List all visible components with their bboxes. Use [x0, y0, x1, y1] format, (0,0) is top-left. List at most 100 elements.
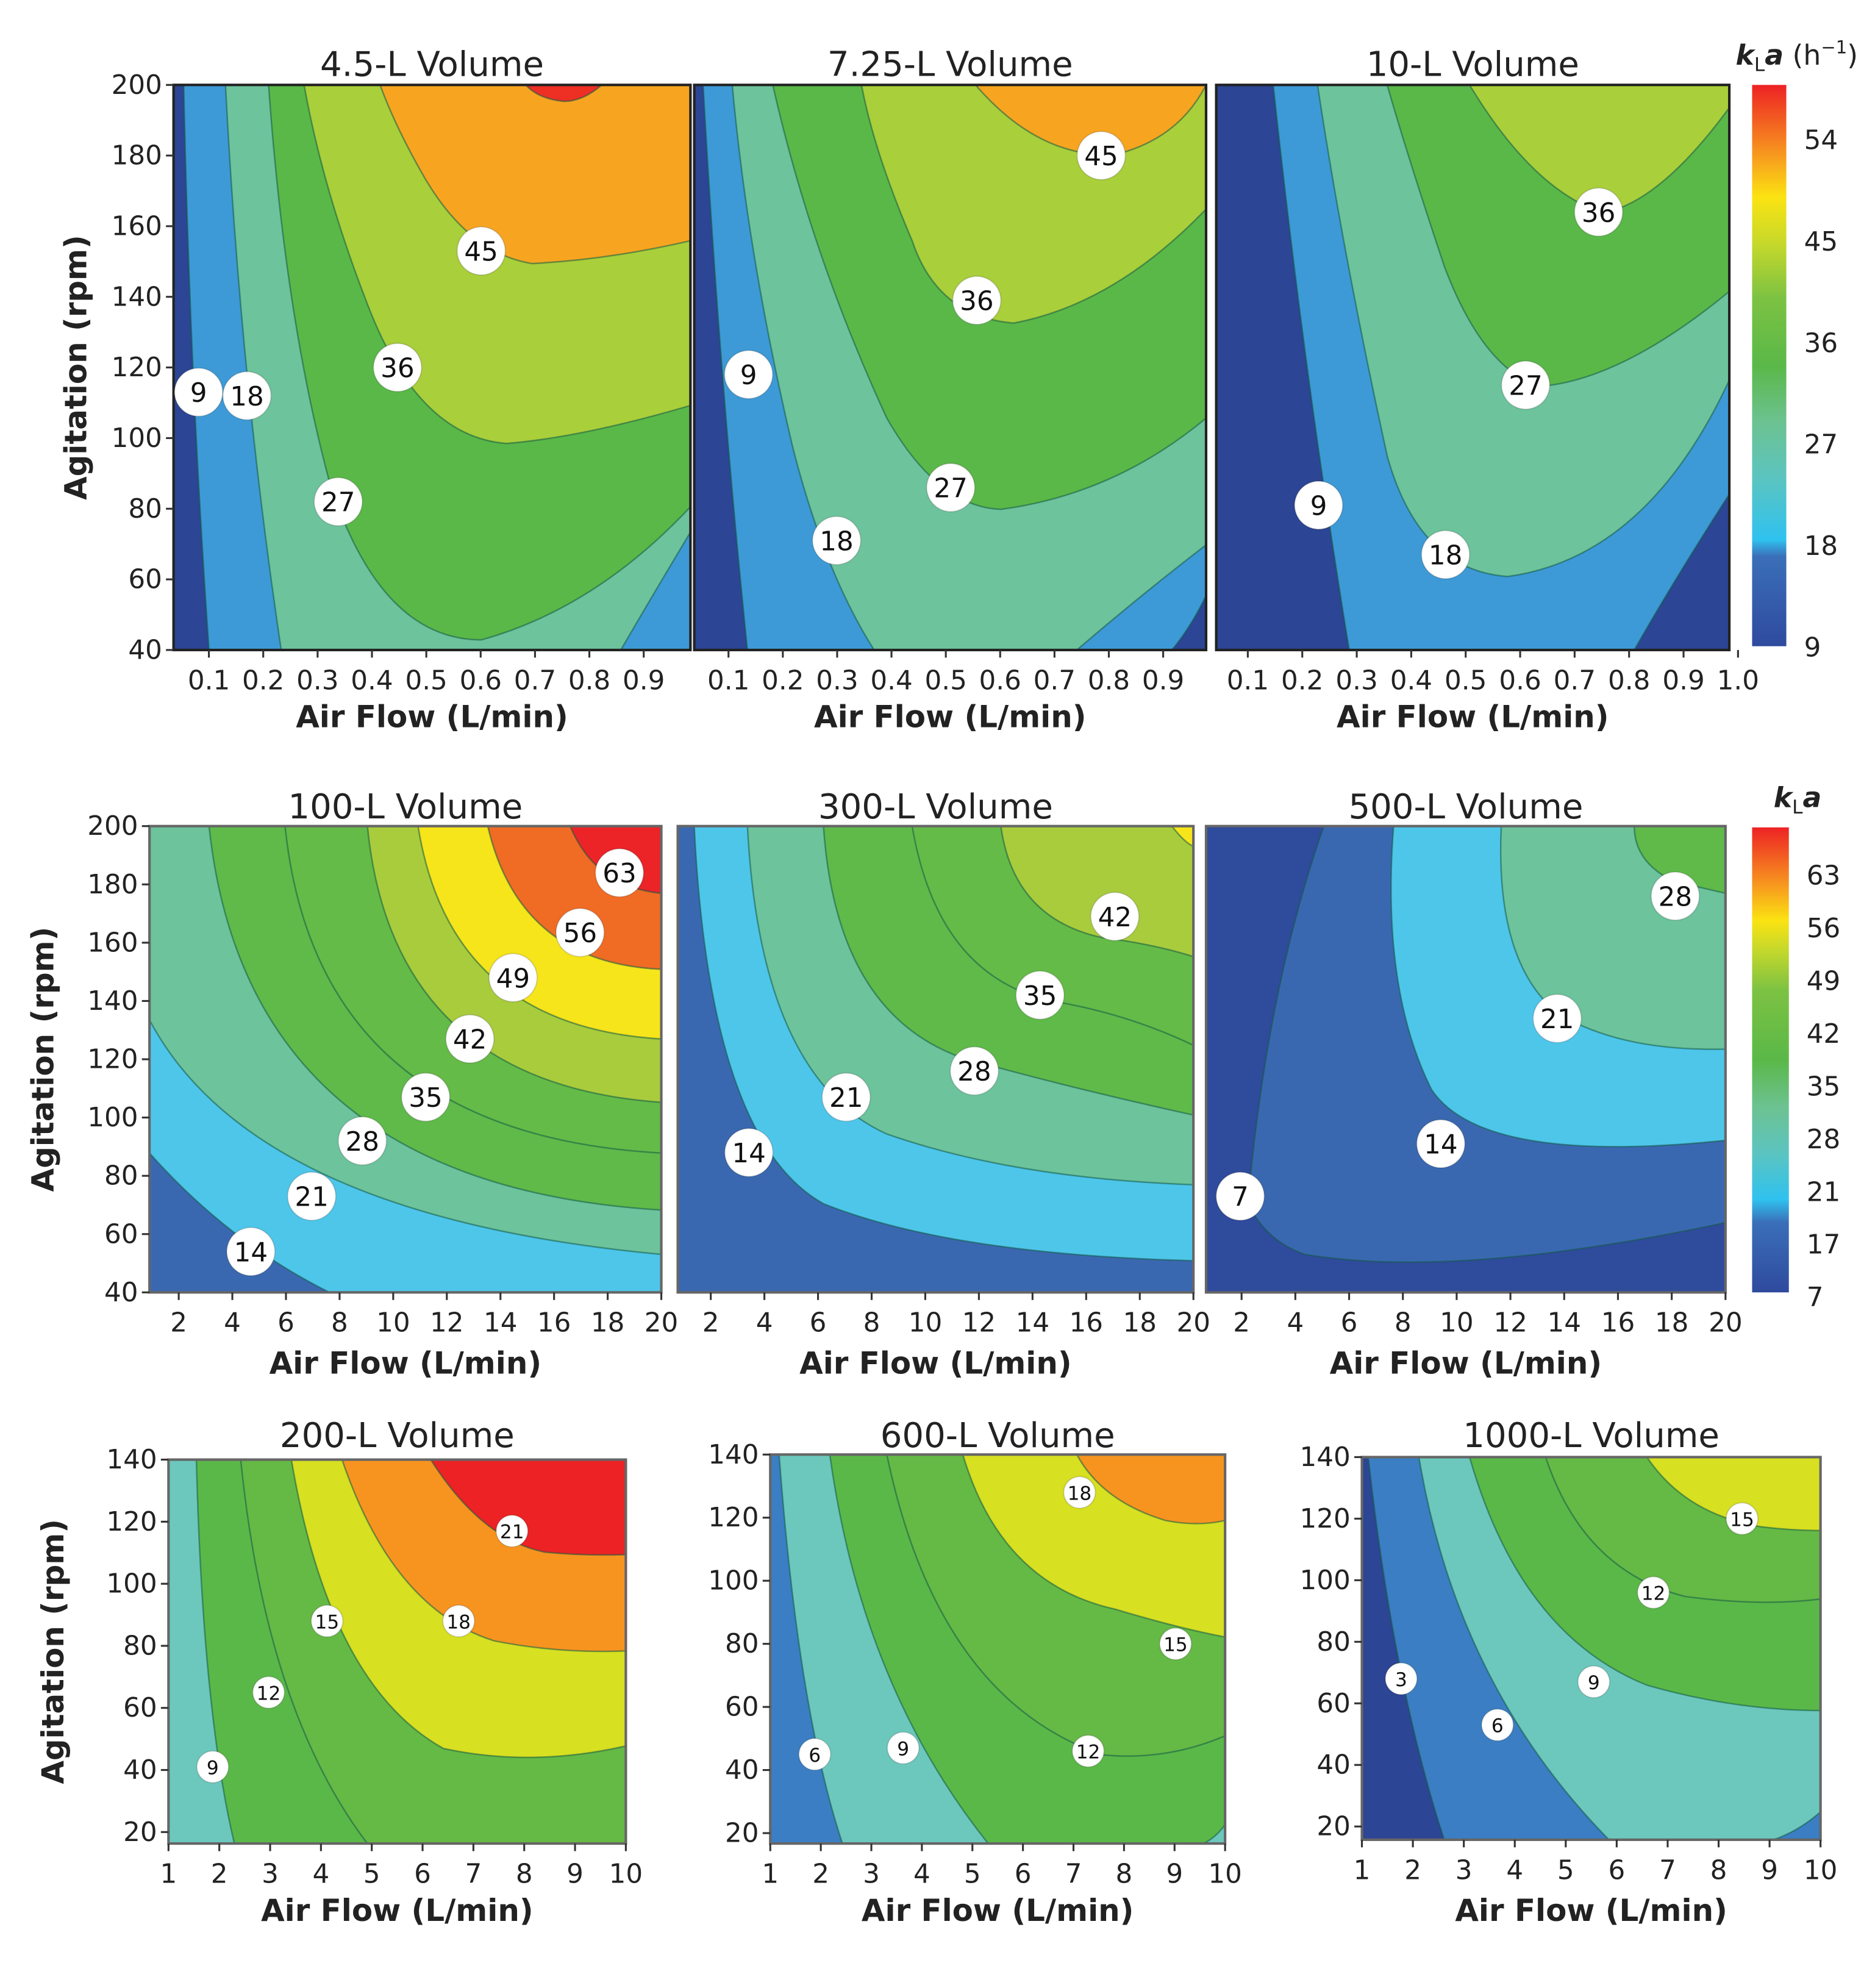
contour-label: 9 — [1577, 1665, 1610, 1698]
x-tick-label: 8 — [516, 1859, 533, 1890]
contour-label-text: 15 — [315, 1611, 340, 1633]
contour-label-text: 49 — [496, 964, 530, 994]
y-tick-label: 100 — [708, 1566, 759, 1596]
contour-label-text: 42 — [1098, 903, 1132, 933]
y-tick-label: 40 — [104, 1278, 138, 1308]
contour-label-text: 15 — [1730, 1509, 1754, 1531]
colorbar-tick-label: 36 — [1804, 328, 1838, 359]
x-axis-title: Air Flow (L/min) — [261, 1893, 534, 1928]
x-tick-label: 0.4 — [351, 665, 393, 696]
x-tick-label: 0.5 — [1445, 665, 1487, 696]
contour-label: 18 — [442, 1604, 476, 1638]
y-tick-label: 140 — [1300, 1442, 1351, 1473]
contour-label-badge — [1416, 1119, 1466, 1169]
x-tick-label: 4 — [1506, 1855, 1523, 1886]
contour-label-badge — [1480, 1708, 1514, 1742]
contour-label-badge — [1159, 1627, 1192, 1661]
y-axis-title: Agitation (rpm) — [25, 927, 60, 1192]
y-tick-label: 120 — [708, 1503, 759, 1533]
x-tick-label: 14 — [484, 1308, 518, 1339]
x-tick-label: 1.0 — [1717, 665, 1759, 696]
contour-band — [1076, 1454, 1226, 1525]
contour-label-text: 18 — [230, 382, 264, 412]
y-tick-label: 60 — [123, 1693, 157, 1723]
contour-label-text: 36 — [1582, 198, 1616, 229]
contour-label: 7 — [1215, 1171, 1265, 1221]
colorbar-title-part: k — [1735, 39, 1755, 71]
colorbar-title-part: −1 — [1821, 37, 1847, 57]
x-tick-label: 4 — [312, 1859, 329, 1890]
x-tick-label: 6 — [1015, 1859, 1032, 1890]
contour-label: 15 — [310, 1604, 344, 1638]
contour-label-badge — [724, 1128, 774, 1178]
x-tick-label: 0.6 — [979, 665, 1021, 696]
colorbar-gradient — [1752, 827, 1789, 1293]
x-axis-title: Air Flow (L/min) — [799, 1345, 1072, 1381]
y-tick-label: 100 — [112, 423, 162, 454]
contour-label-badge — [337, 1116, 387, 1166]
contour-label-text: 9 — [897, 1738, 909, 1760]
contour-label-badge — [313, 477, 363, 527]
x-tick-label: 0.2 — [762, 665, 804, 696]
colorbar-tick-label: 49 — [1807, 967, 1841, 997]
contour-label-badge — [1063, 1476, 1096, 1509]
contour-label: 12 — [1637, 1576, 1670, 1609]
colorbar-title: kLa — [1774, 782, 1822, 818]
x-tick-label: 6 — [414, 1859, 431, 1890]
contour-label-badge — [174, 367, 224, 417]
x-tick-label: 0.8 — [1088, 665, 1130, 696]
panel-title: 200-L Volume — [280, 1416, 515, 1456]
contour-label-badge — [196, 1750, 229, 1784]
contour-label-badge — [1421, 530, 1471, 580]
plot-frame — [1215, 84, 1731, 651]
y-tick-label: 120 — [112, 352, 162, 383]
contour-label: 28 — [949, 1046, 999, 1096]
colorbar-tick-label: 18 — [1804, 531, 1838, 562]
colorbar-tick-label: 54 — [1804, 126, 1838, 156]
contour-label-text: 18 — [1068, 1482, 1092, 1504]
x-tick-label: 1 — [762, 1859, 779, 1890]
y-tick-label: 180 — [87, 870, 138, 900]
plot-frame — [1360, 1456, 1822, 1841]
contour-label-text: 27 — [1509, 371, 1543, 402]
x-tick-label: 0.1 — [188, 665, 230, 696]
x-axis-title: Air Flow (L/min) — [814, 699, 1087, 735]
contour-label: 18 — [1421, 530, 1471, 580]
contour-label-badge — [252, 1676, 285, 1709]
contour-label-text: 21 — [829, 1083, 863, 1114]
contour-label: 14 — [724, 1128, 774, 1178]
y-tick-label: 40 — [123, 1755, 157, 1786]
y-tick-label: 20 — [1316, 1812, 1351, 1842]
contour-label-badge — [401, 1072, 451, 1122]
contour-label-text: 14 — [1424, 1130, 1458, 1160]
colorbar-tick-label: 45 — [1804, 227, 1838, 257]
contour-label-text: 12 — [257, 1682, 281, 1704]
y-tick-label: 20 — [123, 1817, 157, 1848]
contour-label-text: 18 — [446, 1611, 471, 1633]
x-tick-label: 16 — [1070, 1308, 1104, 1339]
contour-label: 27 — [313, 477, 363, 527]
x-tick-label: 0.3 — [296, 665, 338, 696]
contour-panel: 100-L Volume 2 4 6 8 10 12 14 16 18 20 40 60 80 100 120… — [25, 787, 678, 1381]
colorbar: kLa (h−1) 9 18 27 36 45 54 — [1735, 37, 1858, 663]
colorbar-tick-label: 56 — [1807, 914, 1841, 944]
x-tick-label: 6 — [810, 1308, 827, 1339]
x-tick-label: 0.5 — [405, 665, 447, 696]
colorbar-tick-label: 21 — [1807, 1177, 1841, 1207]
contour-label-badge — [1294, 480, 1344, 530]
x-tick-label: 7 — [1065, 1859, 1082, 1890]
x-tick-label: 16 — [537, 1308, 571, 1339]
colorbar-tick-label: 7 — [1807, 1282, 1824, 1313]
x-tick-label: 0.3 — [816, 665, 858, 696]
contour-label: 18 — [1063, 1476, 1096, 1509]
contour-label-text: 9 — [190, 378, 207, 409]
colorbar-title: kLa (h−1) — [1735, 37, 1858, 76]
contour-label: 12 — [1071, 1734, 1105, 1768]
plot-frame — [167, 1458, 627, 1845]
contour-label: 9 — [887, 1731, 920, 1765]
x-tick-label: 12 — [962, 1308, 996, 1339]
x-tick-label: 0.5 — [924, 665, 966, 696]
x-tick-label: 0.2 — [1281, 665, 1323, 696]
